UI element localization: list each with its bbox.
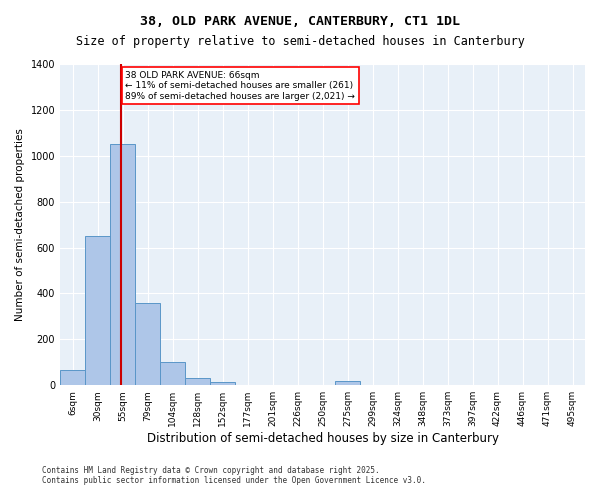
Bar <box>210 382 235 385</box>
Text: Size of property relative to semi-detached houses in Canterbury: Size of property relative to semi-detach… <box>76 35 524 48</box>
Text: 38 OLD PARK AVENUE: 66sqm
← 11% of semi-detached houses are smaller (261)
89% of: 38 OLD PARK AVENUE: 66sqm ← 11% of semi-… <box>125 71 355 101</box>
Bar <box>110 144 135 385</box>
Y-axis label: Number of semi-detached properties: Number of semi-detached properties <box>15 128 25 321</box>
Bar <box>185 378 210 385</box>
Bar <box>85 236 110 385</box>
X-axis label: Distribution of semi-detached houses by size in Canterbury: Distribution of semi-detached houses by … <box>146 432 499 445</box>
Bar <box>135 302 160 385</box>
Bar <box>60 370 85 385</box>
Bar <box>160 362 185 385</box>
Text: 38, OLD PARK AVENUE, CANTERBURY, CT1 1DL: 38, OLD PARK AVENUE, CANTERBURY, CT1 1DL <box>140 15 460 28</box>
Text: Contains HM Land Registry data © Crown copyright and database right 2025.
Contai: Contains HM Land Registry data © Crown c… <box>42 466 426 485</box>
Bar <box>335 380 360 385</box>
